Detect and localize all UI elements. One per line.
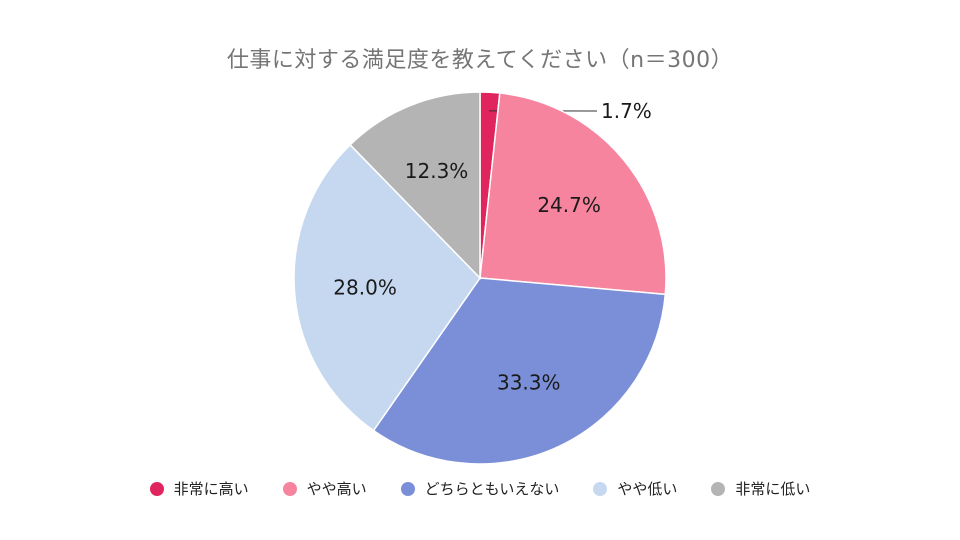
data-label: 33.3% [497, 370, 561, 394]
legend-swatch [593, 481, 608, 496]
legend-item: やや高い [282, 478, 367, 499]
pie-slice [372, 277, 667, 465]
legend-label: やや低い [617, 480, 678, 498]
legend-item: どちらともいえない [400, 478, 560, 499]
legend-item: 非常に低い [711, 478, 810, 499]
legend-swatch [149, 481, 164, 496]
legend-label: 非常に高い [173, 480, 249, 498]
data-label: 24.7% [537, 193, 601, 217]
legend-item: やや低い [593, 478, 677, 499]
pie-slice [349, 91, 481, 280]
legend-swatch [282, 481, 297, 496]
chart-title: 仕事に対する満足度を教えてください（n＝300） [226, 48, 734, 73]
legend: 非常に高い やや高い どちらともいえない やや低い 非常に低い [0, 478, 960, 499]
legend-label: 非常に低い [735, 480, 811, 498]
legend-label: やや高い [306, 480, 367, 498]
legend-item: 非常に高い [149, 478, 249, 499]
legend-label: どちらともいえない [424, 480, 560, 498]
legend-swatch [400, 481, 415, 496]
data-label: 28.0% [333, 275, 397, 299]
pie-slice [293, 143, 481, 432]
pie-slice [479, 92, 667, 296]
data-label: 12.3% [405, 159, 469, 183]
legend-swatch [711, 481, 726, 496]
data-label: 1.7% [601, 99, 652, 123]
